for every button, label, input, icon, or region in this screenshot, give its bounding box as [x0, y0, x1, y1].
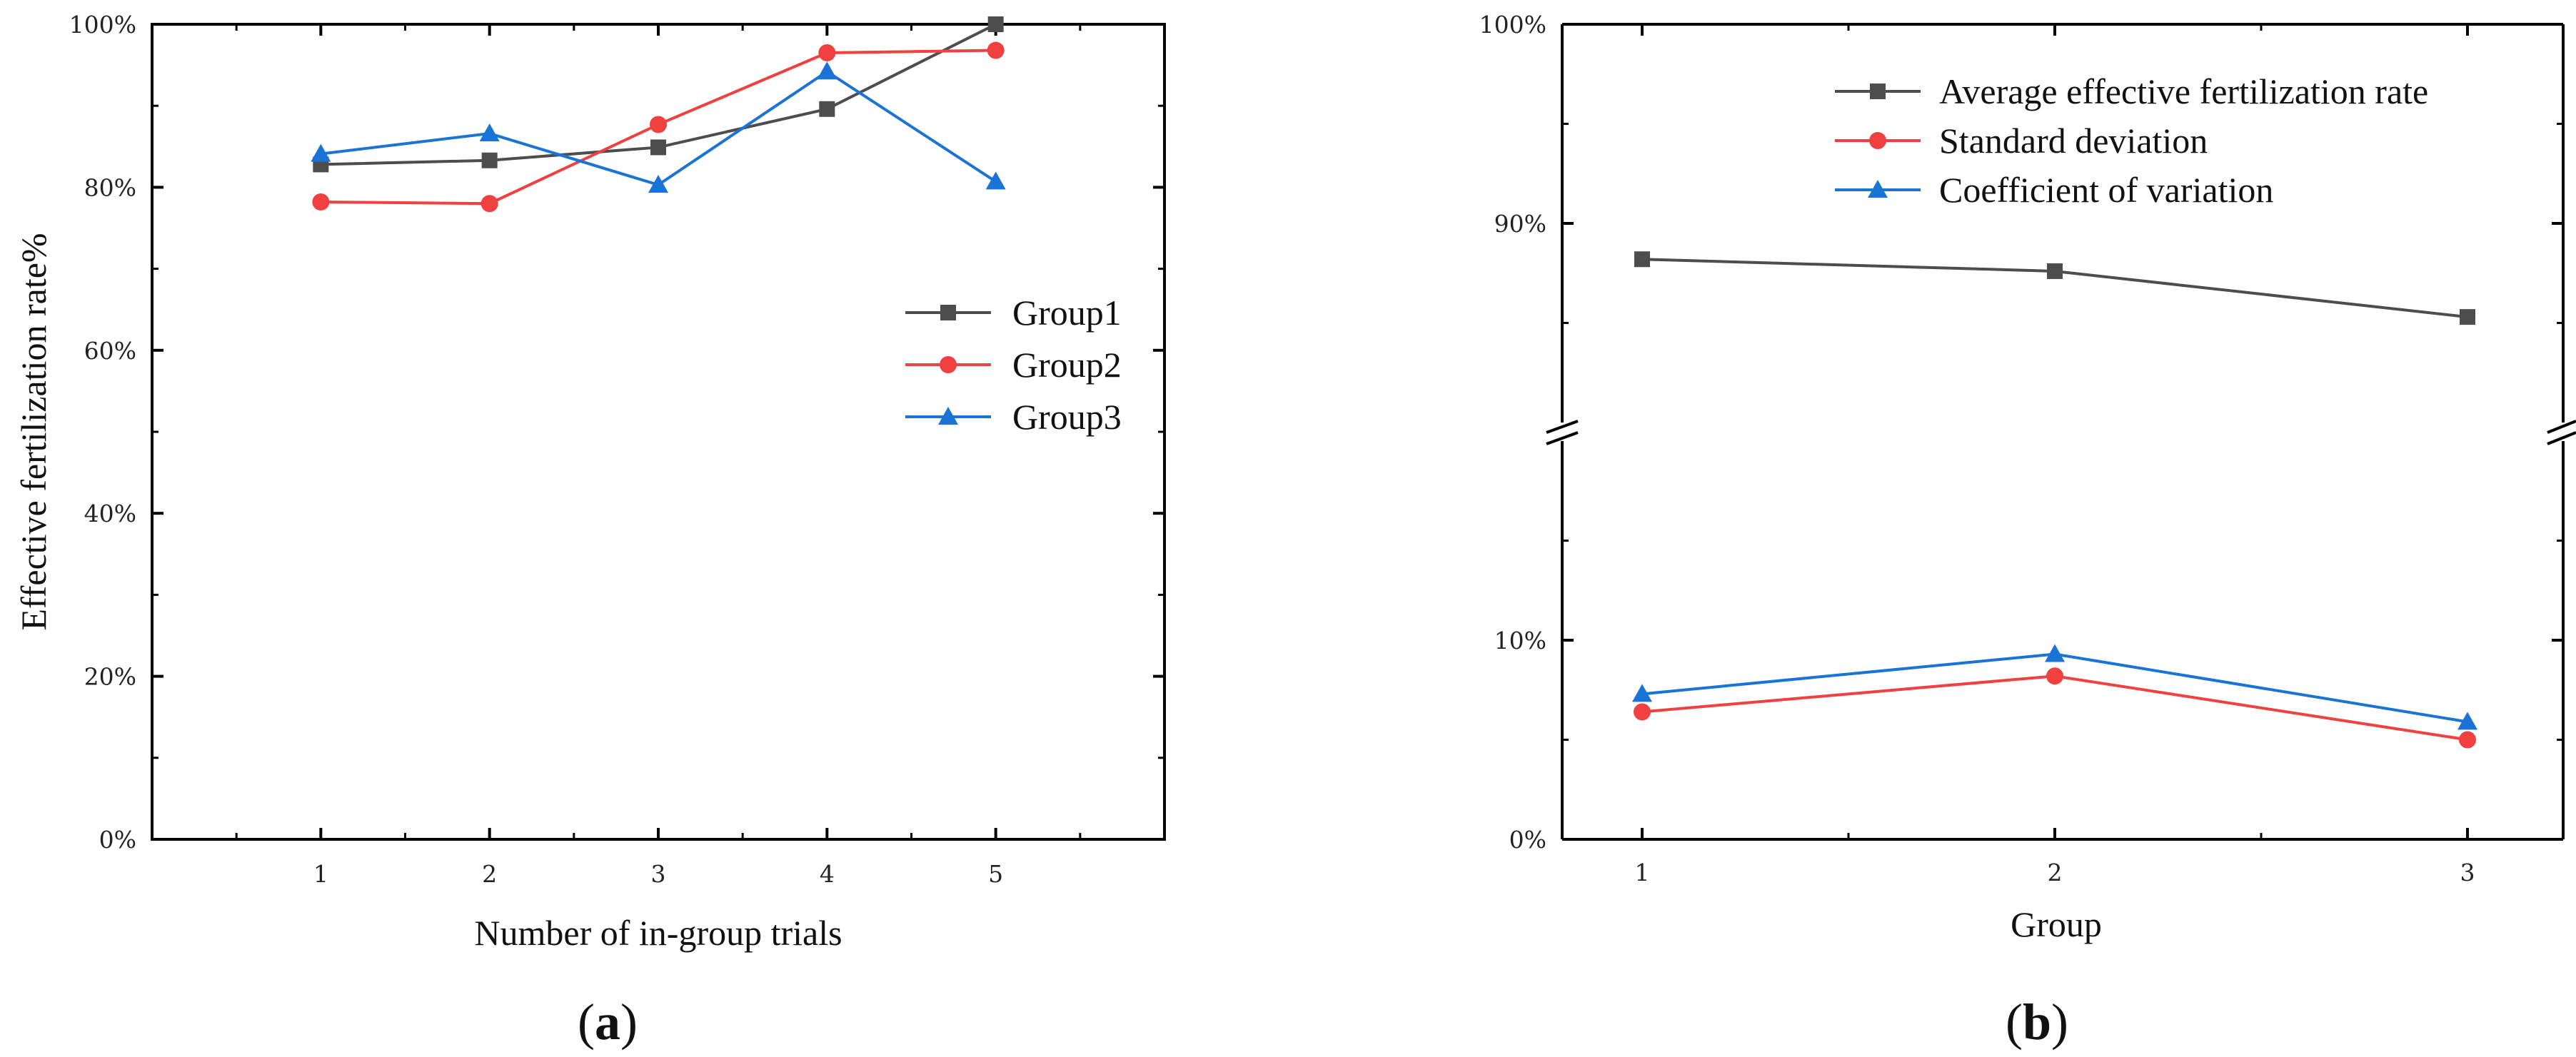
- chart-a-legend-label: Group2: [1012, 345, 1122, 385]
- chart-b-series-line-standard-deviation: [1641, 674, 2468, 742]
- chart-a-point-group1: [481, 152, 498, 168]
- chart-a-point-group2: [312, 193, 330, 211]
- chart-a-point-group2: [650, 116, 667, 133]
- chart-b-legend-marker: [1869, 132, 1886, 149]
- chart-a-point-group1: [819, 101, 835, 117]
- chart-b-legend: Average effective fertilization rate Stan…: [1835, 71, 2428, 210]
- chart-a-legend-marker: [940, 356, 957, 373]
- chart-a-point-group2: [818, 44, 836, 61]
- chart-b-legend-label: Average effective fertilization rate: [1939, 71, 2428, 111]
- chart-b-x-tick-label: 3: [2460, 859, 2475, 886]
- chart-b-point-standard-deviation: [2046, 667, 2063, 685]
- chart-a-y-ticks: 0% 20% 40% 60% 80% 100%: [69, 11, 1164, 854]
- chart-b-legend-marker: [1868, 180, 1888, 198]
- chart-a-point-group3: [311, 143, 331, 162]
- chart-a-legend-marker: [938, 407, 958, 425]
- chart-a-legend-marker: [940, 305, 956, 320]
- chart-b-point-coefficient-of-variation: [2457, 712, 2477, 730]
- chart-a-x-axis-title: Number of in-group trials: [474, 913, 842, 953]
- chart-b-point-average-effective-fertilization-rate: [2460, 309, 2475, 325]
- chart-a-x-tick-label: 2: [482, 860, 497, 888]
- chart-a-legend-label: Group3: [1012, 397, 1122, 437]
- panel-label-b-letter: b: [2023, 993, 2051, 1051]
- chart-b-y-tick-label: 0%: [1509, 826, 1546, 854]
- chart-a-y-tick-label: 80%: [84, 173, 136, 201]
- chart-a-y-tick-label: 60%: [84, 337, 136, 365]
- chart-b-point-standard-deviation: [1634, 703, 1651, 721]
- panel-label-b-close: ): [2051, 993, 2068, 1051]
- chart-b-y-ticks: 0% 10% 90% 100%: [1479, 11, 2563, 854]
- chart-b-y-tick-label: 10%: [1494, 627, 1546, 654]
- chart-a-x-tick-label: 5: [988, 860, 1003, 888]
- panel-label-a-letter: a: [595, 993, 620, 1051]
- chart-a-y-tick-label: 40%: [84, 500, 136, 527]
- chart-b-x-ticks: 1 2 3: [1635, 24, 2475, 886]
- chart-a-y-tick-label: 20%: [84, 663, 136, 691]
- chart-b-point-average-effective-fertilization-rate: [2047, 263, 2063, 279]
- chart-a-point-group1: [987, 16, 1004, 32]
- chart-b-y-tick-label: 90%: [1494, 210, 1546, 238]
- chart-b-axis-break-right: [2547, 420, 2576, 445]
- chart-b-series: [1632, 251, 2477, 749]
- chart-a-point-group3: [648, 174, 668, 193]
- chart-b-point-coefficient-of-variation: [2045, 644, 2065, 662]
- chart-b-x-tick-label: 1: [1635, 859, 1650, 886]
- chart-a-point-group3: [479, 123, 500, 142]
- chart-a-legend: Group1 Group2 Group3: [905, 293, 1122, 437]
- chart-a-point-group1: [650, 139, 666, 156]
- panel-label-b: (b): [2006, 993, 2068, 1051]
- chart-b-x-tick-label: 2: [2048, 859, 2063, 886]
- chart-b-legend-label: Standard deviation: [1939, 121, 2208, 161]
- chart-b-point-average-effective-fertilization-rate: [1634, 251, 1650, 268]
- chart-a: 0% 20% 40% 60% 80% 100% 1 2 3 4 5 Number of in-gr…: [14, 11, 1166, 1051]
- chart-a-x-tick-label: 4: [820, 860, 835, 888]
- chart-a-point-group3: [985, 171, 1006, 190]
- panel-label-a-close: ): [620, 993, 638, 1051]
- chart-a-x-tick-label: 3: [651, 860, 666, 888]
- chart-a-x-tick-label: 1: [313, 860, 328, 888]
- chart-a-legend-label: Group1: [1012, 293, 1122, 333]
- chart-b-point-standard-deviation: [2459, 731, 2476, 749]
- chart-b-legend-marker: [1870, 84, 1886, 99]
- chart-a-y-tick-label: 0%: [99, 826, 136, 854]
- chart-b-point-coefficient-of-variation: [1632, 684, 1652, 702]
- chart-b-series-line-coefficient-of-variation: [1641, 652, 2468, 724]
- chart-a-point-group2: [987, 41, 1005, 59]
- panel-label-a: (a): [578, 993, 638, 1051]
- chart-b: 0% 10% 90% 100% 1 2 3 Group Average effective…: [1479, 11, 2576, 1051]
- chart-a-y-axis-title: Effective fertilization rate%: [14, 233, 54, 630]
- chart-b-x-axis-title: Group: [2011, 904, 2102, 944]
- chart-b-axis-break-left: [1546, 420, 1579, 445]
- chart-a-x-ticks: 1 2 3 4 5: [235, 24, 1082, 888]
- chart-a-point-group3: [817, 61, 837, 80]
- panel-label-b-open: (: [2006, 993, 2023, 1051]
- chart-b-y-tick-label: 100%: [1479, 11, 1546, 39]
- panel-label-a-open: (: [578, 993, 595, 1051]
- chart-a-series: [311, 16, 1006, 213]
- chart-a-point-group2: [481, 195, 498, 213]
- chart-a-y-tick-label: 100%: [69, 11, 136, 39]
- chart-b-legend-label: Coefficient of variation: [1939, 170, 2273, 210]
